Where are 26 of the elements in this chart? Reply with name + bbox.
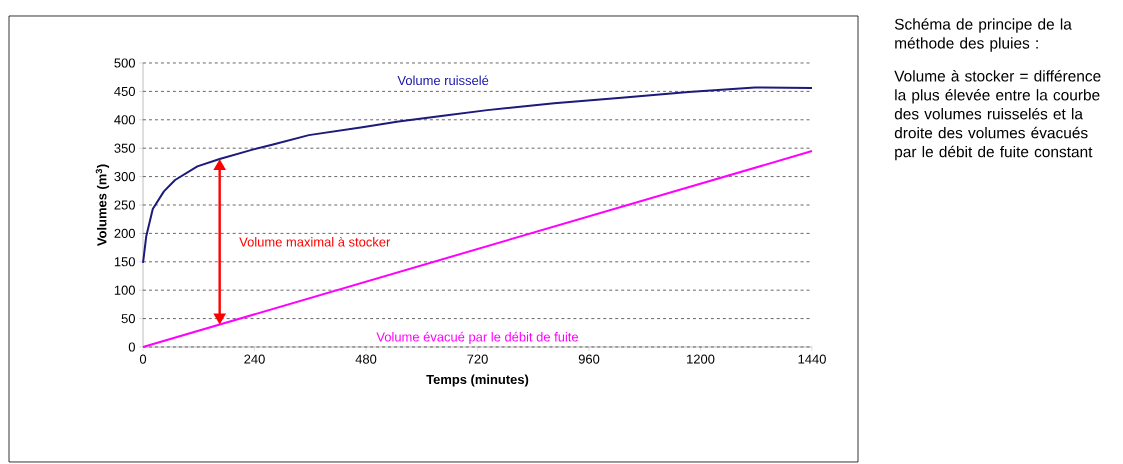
y-tick-label: 150 bbox=[114, 257, 135, 267]
x-tick-label: 1200 bbox=[687, 354, 715, 364]
y-tick-label: 400 bbox=[114, 115, 135, 125]
text: Volume à stocker = différence la plus élevée entre la courbe des volumes ruisselés et la droite des volumes évacués par le débit de fuite constant bbox=[894, 70, 1101, 161]
series-label: Volume ruisselé bbox=[397, 75, 489, 86]
text: Volume évacué par le débit de fuite bbox=[376, 331, 579, 345]
y-tick-label: 350 bbox=[114, 143, 135, 153]
x-tick-label: 480 bbox=[355, 354, 377, 364]
x-axis-title: Temps (minutes) bbox=[426, 374, 529, 387]
x-tick-label: 960 bbox=[578, 354, 600, 364]
x-tick-label: 720 bbox=[467, 354, 488, 364]
y-tick-label: 0 bbox=[128, 342, 135, 352]
text: Schéma de principe de la méthode des pluies : bbox=[894, 18, 1072, 52]
y-tick-label: 450 bbox=[114, 86, 135, 96]
y-tick-label: 500 bbox=[114, 58, 135, 68]
y-tick-label: 100 bbox=[114, 285, 135, 295]
y-tick-label: 200 bbox=[114, 228, 135, 238]
line-series bbox=[142, 86, 814, 264]
y-axis-title: Volumes (m$^{3}$) bbox=[95, 164, 110, 247]
y-tick-label: 50 bbox=[121, 314, 135, 324]
annotation: Volume maximal à stocker bbox=[239, 236, 391, 247]
x-tick-label: 0 bbox=[139, 354, 147, 364]
x-tick-label: 240 bbox=[244, 354, 265, 364]
x-tick-label: 1440 bbox=[798, 354, 826, 364]
y-tick-label: 250 bbox=[114, 200, 135, 210]
y-tick-label: 300 bbox=[114, 172, 135, 182]
